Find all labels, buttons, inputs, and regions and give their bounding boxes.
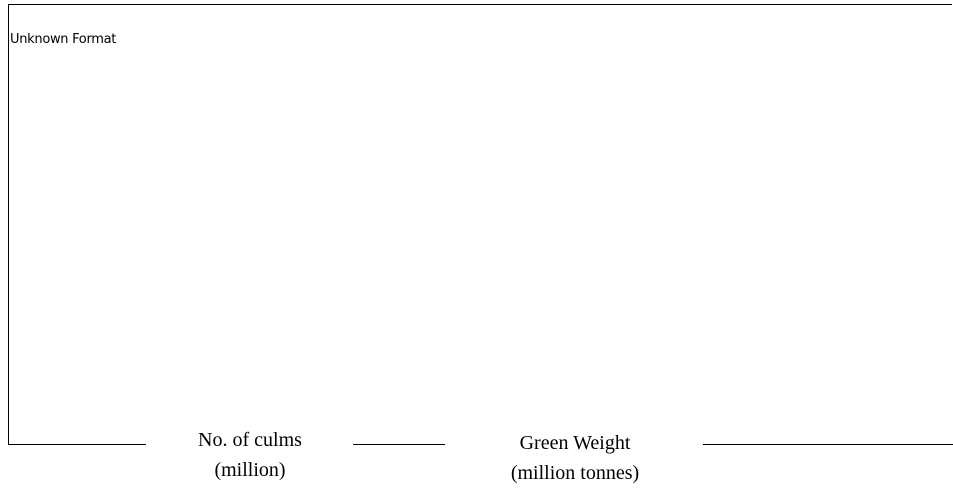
column-header-green-weight-unit: (million tonnes) bbox=[510, 462, 640, 484]
divider-line-middle bbox=[353, 444, 445, 445]
unknown-format-placeholder bbox=[8, 4, 952, 444]
column-header-culms: No. of culms (million) bbox=[150, 425, 350, 485]
placeholder-text: Unknown Format bbox=[10, 32, 117, 47]
column-header-culms-title: No. of culms bbox=[198, 429, 302, 451]
column-header-culms-unit: (million) bbox=[214, 459, 286, 481]
column-header-green-weight: Green Weight (million tonnes) bbox=[450, 428, 700, 488]
divider-line-left bbox=[8, 444, 146, 445]
column-header-green-weight-title: Green Weight bbox=[519, 432, 631, 454]
divider-line-right bbox=[703, 444, 953, 445]
